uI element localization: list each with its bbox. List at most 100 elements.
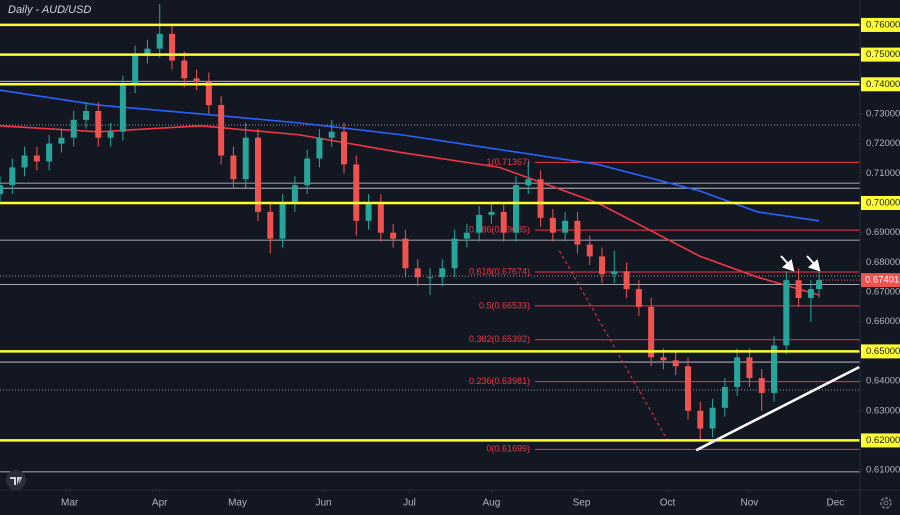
candle-body	[156, 33, 163, 49]
price-label-bg	[861, 17, 900, 32]
candle-body	[70, 119, 77, 138]
plot-area: 1(0.71367) 0.786(0.69085) 0.618(0.67674) 0.…	[0, 4, 860, 473]
candle-body	[193, 78, 200, 82]
fib-label: 0(0.61699)	[486, 444, 530, 454]
candle-body	[0, 185, 3, 195]
fib-label: 0.236(0.63981)	[469, 376, 530, 386]
candle-body	[648, 306, 655, 358]
candle-body	[685, 366, 691, 411]
candle-body	[304, 158, 311, 186]
candle-body	[119, 84, 126, 132]
y-tick-label: 0.69000	[866, 227, 900, 238]
candle-body	[242, 137, 249, 180]
y-tick-label: 0.70000	[866, 198, 900, 209]
x-tick-label: Dec	[827, 498, 845, 509]
candle-body	[451, 238, 458, 269]
candle-body	[439, 268, 446, 278]
candle-body	[291, 185, 298, 204]
candle-body	[816, 280, 823, 290]
price-label-bg	[861, 77, 900, 92]
candle-body	[746, 357, 753, 379]
x-tick-label: Aug	[483, 498, 501, 509]
candle-body	[279, 203, 286, 239]
candle-body	[341, 131, 347, 165]
candle-body	[427, 277, 433, 279]
candle-body	[549, 217, 556, 233]
price-label-bg	[861, 433, 900, 448]
x-tick-label: Nov	[741, 498, 759, 509]
candle-body	[107, 131, 114, 138]
moving-average	[0, 125, 820, 296]
candle-body	[697, 410, 704, 429]
candle-body	[58, 137, 65, 144]
x-tick-label: Mar	[61, 498, 79, 509]
axes: 0.76000 0.75000 0.74000 0.73000 0.72000 0.710…	[61, 17, 900, 509]
candle-body	[83, 110, 89, 120]
candle-body	[181, 60, 188, 79]
candle-body	[709, 407, 716, 429]
candle-body	[500, 211, 507, 233]
price-label-bg	[861, 344, 900, 359]
price-label-bg	[861, 47, 900, 62]
gear-center[interactable]	[883, 500, 889, 506]
candle-body	[169, 33, 175, 61]
candle-body	[218, 105, 225, 156]
chart-title: Daily - AUD/USD	[8, 4, 91, 16]
candle-body	[586, 244, 593, 257]
y-tick-label: 0.65000	[866, 346, 900, 357]
candle-body	[758, 378, 765, 393]
y-tick-label: 0.75000	[866, 49, 900, 60]
y-tick-label: 0.66000	[866, 316, 900, 327]
annotation-arrows	[780, 255, 821, 272]
candle-body	[132, 54, 139, 85]
candle-body	[230, 155, 237, 180]
candle-body	[365, 203, 372, 221]
candle-body	[414, 268, 421, 278]
candle-body	[390, 232, 397, 239]
candle-body	[599, 256, 605, 275]
candle-body	[574, 220, 581, 245]
candle-body	[328, 131, 335, 138]
candle-body	[46, 143, 53, 162]
fib-label: 0.382(0.65392)	[469, 334, 530, 344]
fib-label: 0.5(0.66533)	[479, 300, 530, 310]
y-tick-label: 0.61000	[866, 465, 900, 476]
y-tick-label: 0.76000	[866, 19, 900, 30]
candle-body	[721, 387, 728, 408]
y-tick-label: 0.73000	[866, 108, 900, 119]
candle-body	[463, 232, 470, 239]
x-tick-label: May	[228, 498, 247, 509]
candle-body	[9, 167, 16, 186]
candle-body	[525, 179, 532, 186]
candle-body	[21, 155, 28, 168]
candle-body	[660, 357, 667, 361]
candle-body	[95, 110, 102, 138]
trendline	[695, 366, 860, 452]
y-tick-label: 0.67000	[866, 287, 900, 298]
y-tick-label: 0.68000	[866, 257, 900, 268]
x-tick-label: Jun	[315, 498, 331, 509]
fib-label: 0.618(0.67674)	[469, 266, 530, 276]
y-tick-label: 0.74000	[866, 79, 900, 90]
logo	[6, 470, 26, 490]
y-tick-label: 0.64000	[866, 376, 900, 387]
y-tick-label: 0.71000	[866, 168, 900, 179]
y-tick-label: 0.63000	[866, 405, 900, 416]
candle-body	[267, 211, 274, 239]
gear[interactable]	[880, 497, 892, 509]
candle-body	[33, 155, 40, 162]
candle-body	[672, 360, 679, 367]
candle-body	[144, 48, 151, 55]
candle-body	[795, 280, 802, 298]
candle-body	[734, 357, 741, 388]
x-tick-label: Apr	[152, 498, 168, 509]
candle-body	[255, 137, 261, 212]
candle-body	[771, 345, 777, 393]
candle-body	[635, 289, 642, 307]
x-tick-label: Jul	[403, 498, 416, 509]
settings-icon[interactable]	[880, 497, 892, 509]
logo-mark	[10, 477, 22, 485]
candle-body	[316, 137, 323, 159]
